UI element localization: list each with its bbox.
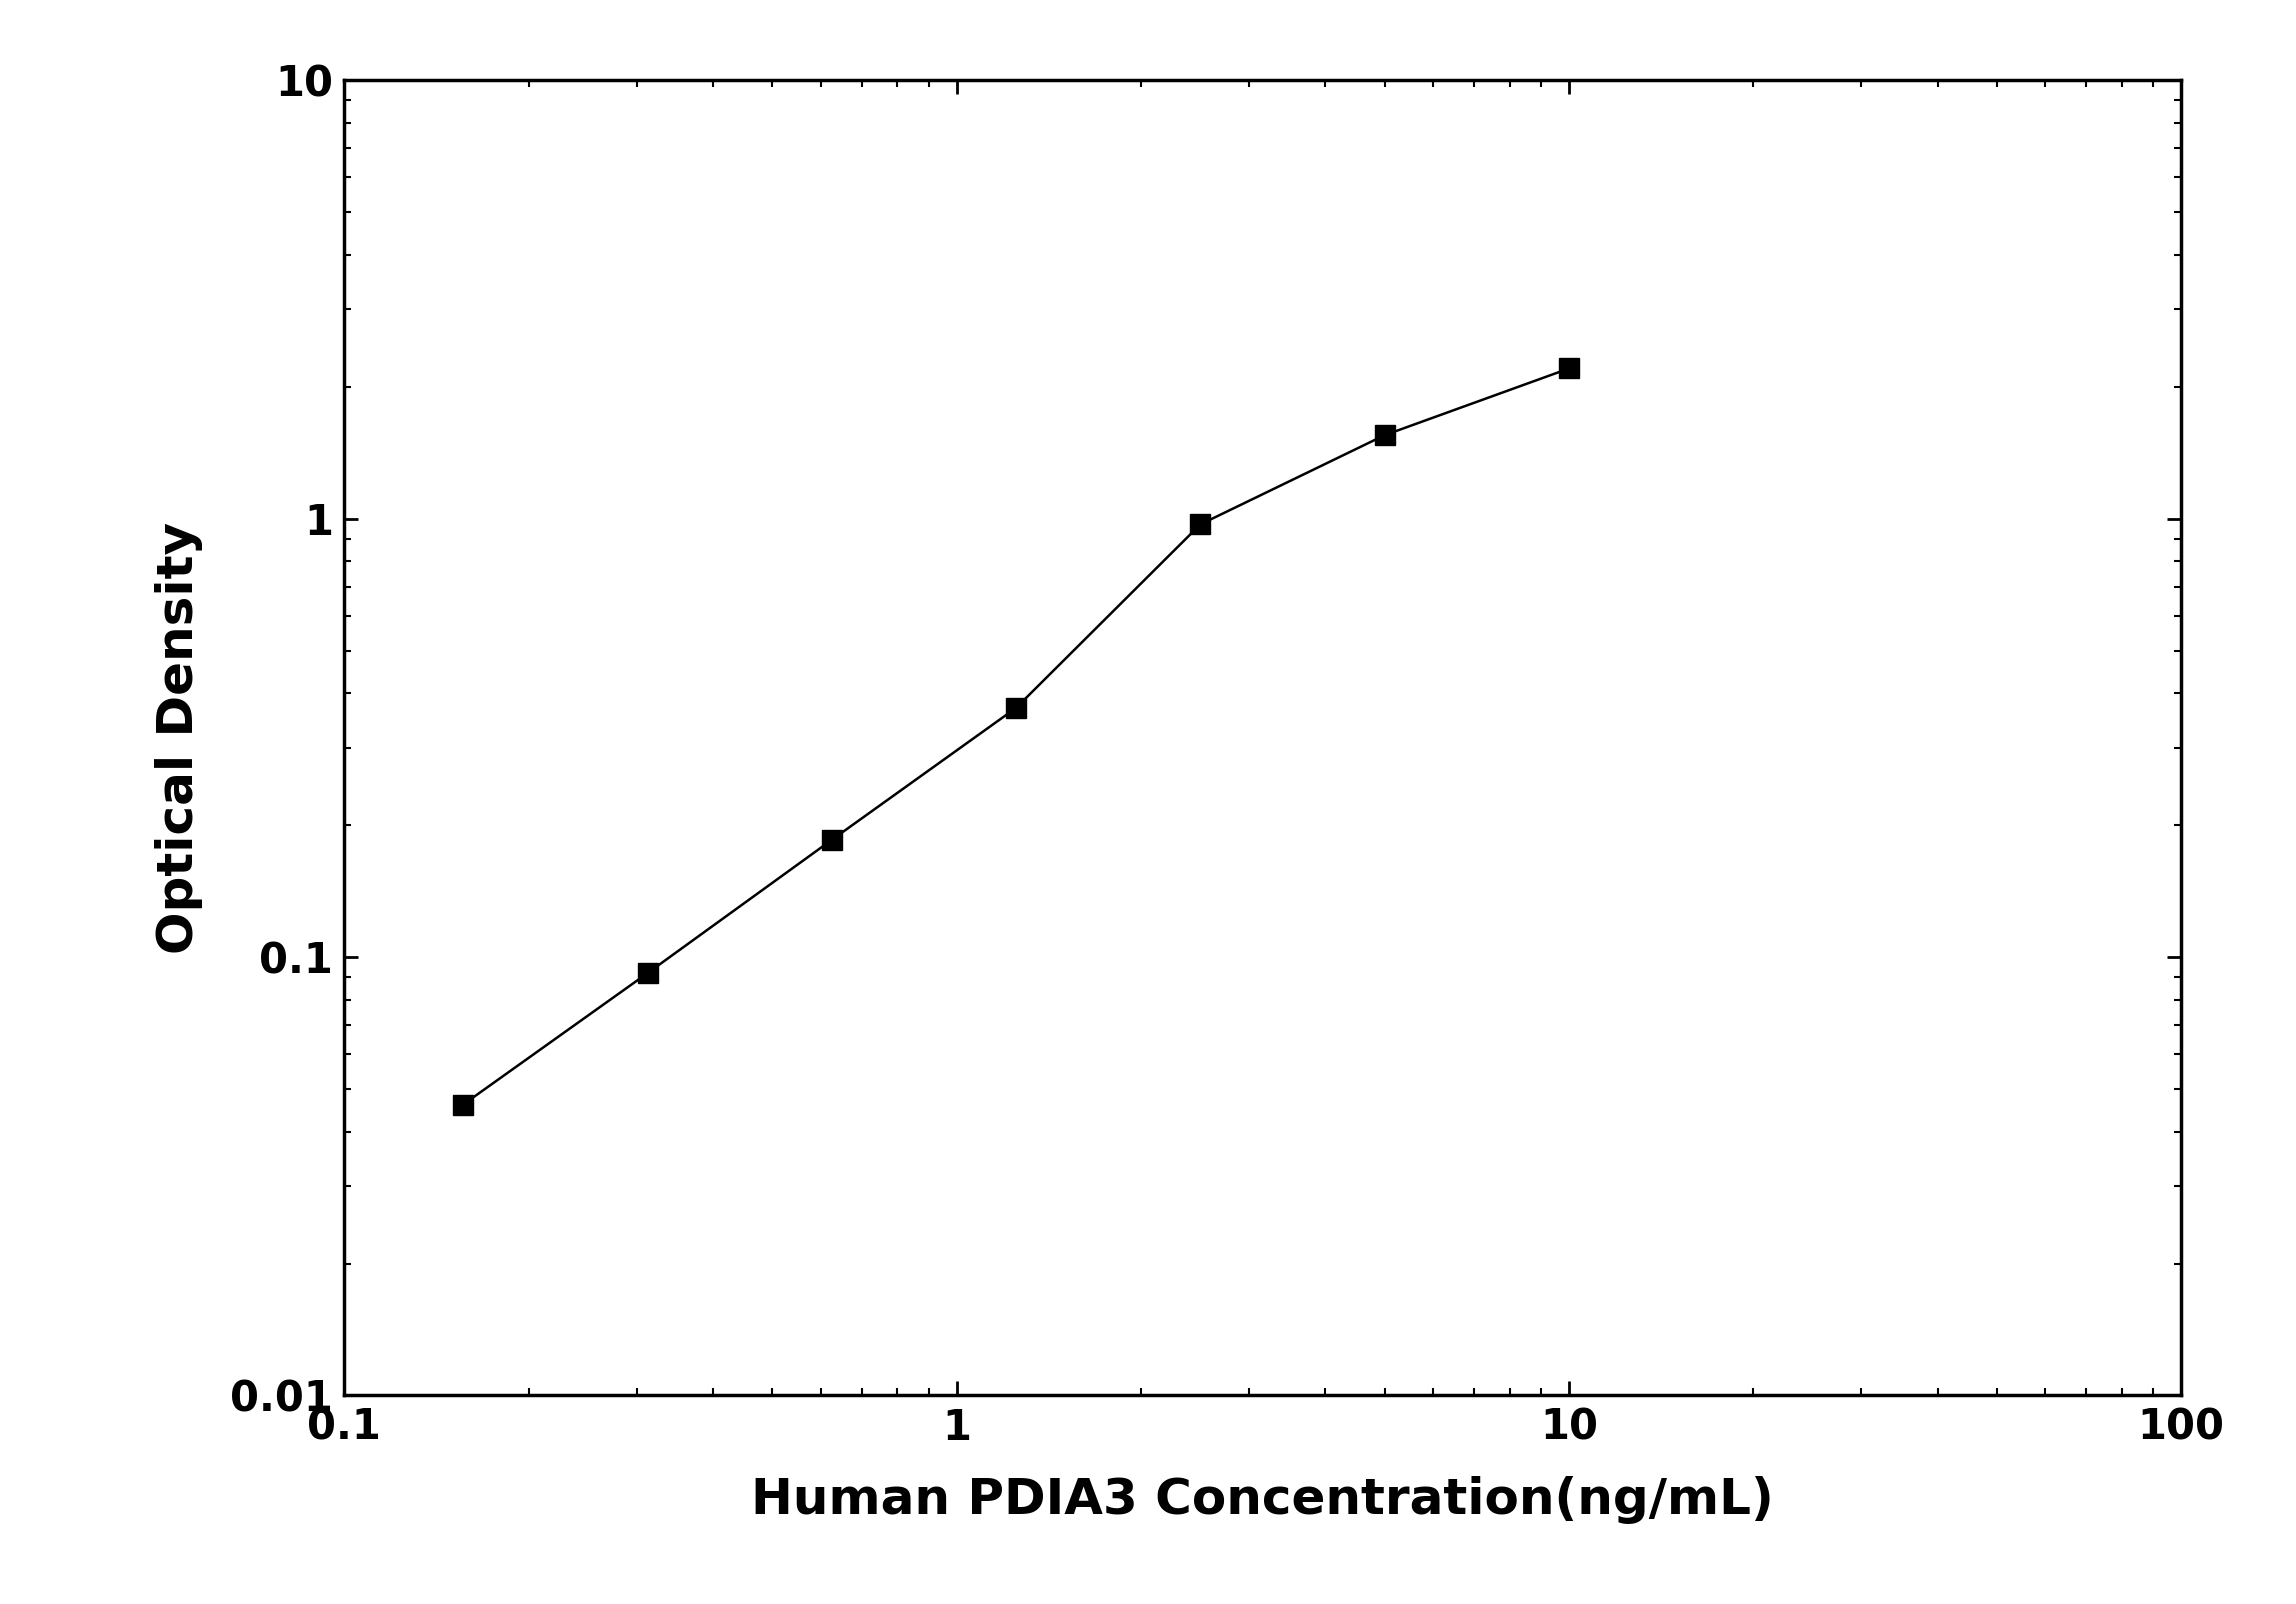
Y-axis label: Optical Density: Optical Density xyxy=(154,521,202,954)
X-axis label: Human PDIA3 Concentration(ng/mL): Human PDIA3 Concentration(ng/mL) xyxy=(751,1476,1775,1524)
